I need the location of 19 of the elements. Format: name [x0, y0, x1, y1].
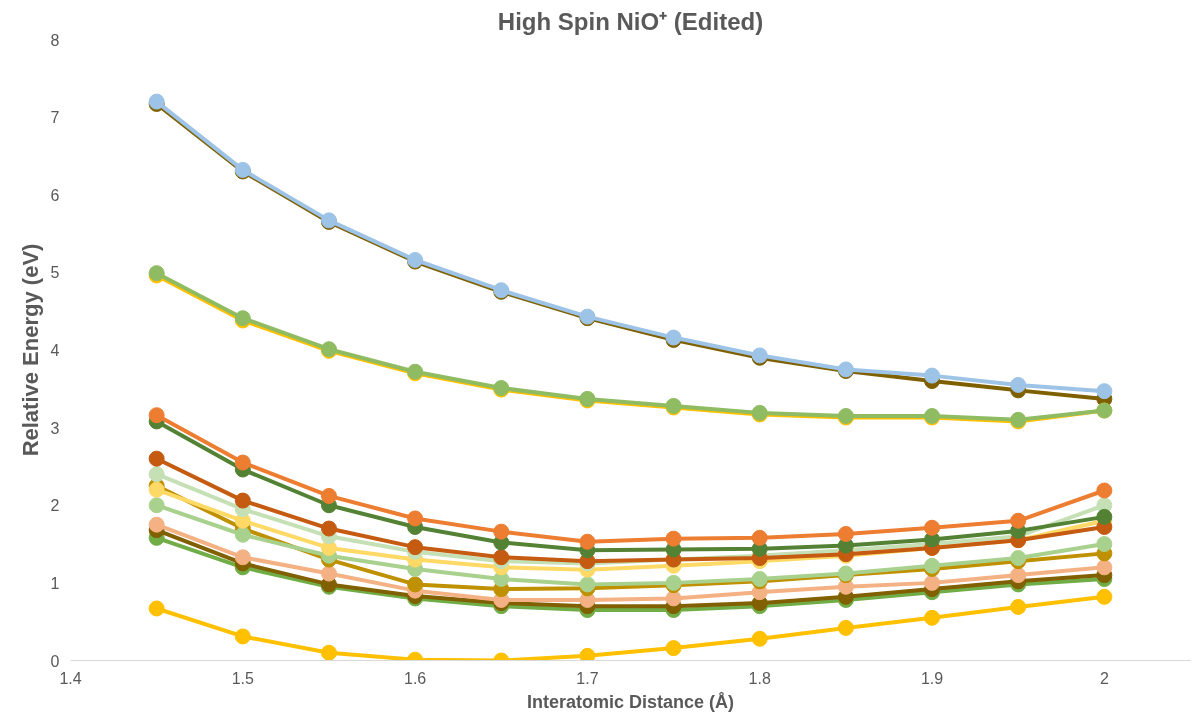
x-tick-label: 1.7 [576, 669, 599, 687]
x-tick-label: 1.4 [59, 669, 82, 687]
x-tick-label: 2 [1099, 669, 1109, 687]
y-axis-title: Relative Energy (eV) [17, 243, 43, 457]
y-tick-label: 7 [50, 109, 60, 127]
y-tick-label: 4 [50, 342, 60, 359]
x-tick-label: 1.9 [920, 669, 944, 687]
y-tick-label: 0 [50, 652, 60, 670]
y-tick-label: 1 [50, 574, 60, 592]
chart-title: High Spin NiO⁺ (Edited) [497, 7, 764, 35]
y-tick-label: 5 [50, 264, 60, 282]
y-tick-label: 8 [50, 31, 60, 49]
x-tick-label: 1.8 [748, 669, 771, 687]
x-tick-label: 1.5 [231, 669, 255, 687]
x-axis-title: Interatomic Distance (Å) [526, 691, 735, 712]
x-tick-label: 1.6 [403, 669, 427, 687]
y-tick-label: 3 [50, 419, 60, 437]
y-tick-label: 6 [50, 186, 60, 204]
y-tick-label: 2 [50, 497, 60, 515]
